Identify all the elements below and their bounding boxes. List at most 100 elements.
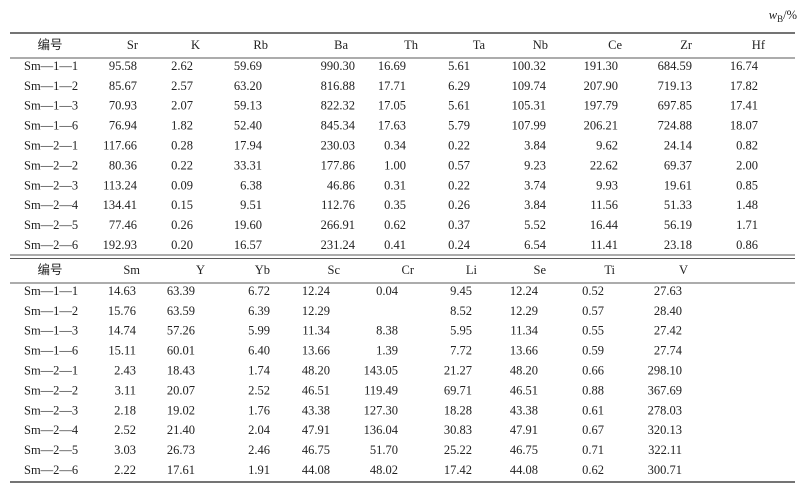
sample-id: Sm—1—3 <box>24 324 78 338</box>
cell-value: 9.93 <box>596 178 618 192</box>
cell-value: 367.69 <box>648 383 682 397</box>
column-header: V <box>679 263 688 277</box>
cell-value: 26.73 <box>167 443 195 457</box>
cell-value: 0.55 <box>582 324 604 338</box>
cell-value: 1.74 <box>248 363 271 377</box>
cell-value: 43.38 <box>510 403 538 417</box>
cell-value: 0.41 <box>384 238 406 252</box>
cell-value: 0.22 <box>448 138 470 152</box>
cell-value: 19.02 <box>167 403 195 417</box>
cell-value: 16.44 <box>590 218 619 232</box>
sample-id: Sm—2—2 <box>24 383 78 397</box>
cell-value: 2.62 <box>171 59 193 73</box>
cell-value: 0.35 <box>384 198 406 212</box>
cell-value: 9.62 <box>596 138 618 152</box>
sample-id: Sm—2—4 <box>24 423 79 437</box>
cell-value: 76.94 <box>109 119 138 133</box>
cell-value: 0.15 <box>171 198 193 212</box>
cell-value: 0.85 <box>736 178 758 192</box>
cell-value: 2.22 <box>114 463 136 477</box>
cell-value: 845.34 <box>321 119 356 133</box>
cell-value: 0.20 <box>171 238 193 252</box>
cell-value: 17.63 <box>378 119 406 133</box>
cell-value: 0.62 <box>582 463 604 477</box>
column-header: Y <box>196 263 205 277</box>
cell-value: 11.34 <box>510 324 538 338</box>
row-header-label: 编号 <box>37 37 62 52</box>
cell-value: 18.43 <box>167 363 195 377</box>
cell-value: 3.84 <box>524 138 547 152</box>
sample-id: Sm—2—3 <box>24 403 78 417</box>
cell-value: 3.11 <box>115 383 136 397</box>
cell-value: 5.61 <box>448 99 470 113</box>
cell-value: 27.63 <box>654 284 682 298</box>
cell-value: 77.46 <box>109 218 137 232</box>
cell-value: 48.02 <box>370 463 398 477</box>
cell-value: 298.10 <box>648 363 682 377</box>
cell-value: 0.71 <box>582 443 604 457</box>
cell-value: 8.52 <box>450 304 472 318</box>
cell-value: 30.83 <box>444 423 472 437</box>
column-header: Sc <box>328 263 341 277</box>
cell-value: 12.24 <box>302 284 331 298</box>
cell-value: 17.94 <box>234 138 263 152</box>
cell-value: 5.61 <box>448 59 470 73</box>
cell-value: 7.72 <box>450 344 472 358</box>
cell-value: 2.46 <box>248 443 270 457</box>
cell-value: 322.11 <box>648 443 682 457</box>
cell-value: 197.79 <box>584 99 618 113</box>
column-header: Ta <box>473 38 486 52</box>
cell-value: 0.52 <box>582 284 604 298</box>
cell-value: 15.76 <box>108 304 136 318</box>
cell-value: 0.61 <box>582 403 604 417</box>
cell-value: 48.20 <box>302 363 330 377</box>
column-header: K <box>191 38 200 52</box>
cell-value: 2.07 <box>171 99 193 113</box>
cell-value: 19.61 <box>664 178 692 192</box>
column-header: Yb <box>255 263 270 277</box>
cell-value: 17.71 <box>378 79 406 93</box>
cell-value: 0.31 <box>384 178 406 192</box>
cell-value: 207.90 <box>584 79 618 93</box>
cell-value: 2.04 <box>248 423 271 437</box>
sample-id: Sm—2—1 <box>24 363 78 377</box>
cell-value: 1.76 <box>248 403 270 417</box>
sample-id: Sm—2—5 <box>24 443 78 457</box>
cell-value: 17.61 <box>167 463 195 477</box>
cell-value: 2.18 <box>114 403 136 417</box>
cell-value: 17.82 <box>730 79 758 93</box>
cell-value: 18.07 <box>730 119 758 133</box>
cell-value: 13.66 <box>510 344 538 358</box>
cell-value: 57.26 <box>167 324 195 338</box>
sample-id: Sm—2—6 <box>24 463 78 477</box>
cell-value: 0.88 <box>582 383 604 397</box>
cell-value: 1.00 <box>384 158 406 172</box>
column-header: Hf <box>752 38 766 52</box>
sample-id: Sm—1—6 <box>24 119 78 133</box>
cell-value: 44.08 <box>302 463 330 477</box>
sample-id: Sm—1—2 <box>24 79 78 93</box>
cell-value: 0.04 <box>376 284 399 298</box>
cell-value: 48.20 <box>510 363 538 377</box>
cell-value: 2.52 <box>248 383 270 397</box>
cell-value: 206.21 <box>584 119 618 133</box>
cell-value: 0.09 <box>171 178 193 192</box>
cell-value: 230.03 <box>321 138 355 152</box>
column-header: Zr <box>680 38 693 52</box>
cell-value: 0.26 <box>448 198 470 212</box>
cell-value: 822.32 <box>321 99 355 113</box>
cell-value: 105.31 <box>512 99 546 113</box>
cell-value: 0.22 <box>448 178 470 192</box>
cell-value: 1.39 <box>376 344 398 358</box>
cell-value: 134.41 <box>103 198 137 212</box>
cell-value: 27.74 <box>654 344 683 358</box>
cell-value: 192.93 <box>103 238 137 252</box>
unit-symbol: w <box>769 8 778 22</box>
cell-value: 724.88 <box>658 119 692 133</box>
cell-value: 0.62 <box>384 218 406 232</box>
cell-value: 63.20 <box>234 79 262 93</box>
cell-value: 0.67 <box>582 423 604 437</box>
cell-value: 16.57 <box>234 238 262 252</box>
cell-value: 22.62 <box>590 158 618 172</box>
sample-id: Sm—2—3 <box>24 178 78 192</box>
